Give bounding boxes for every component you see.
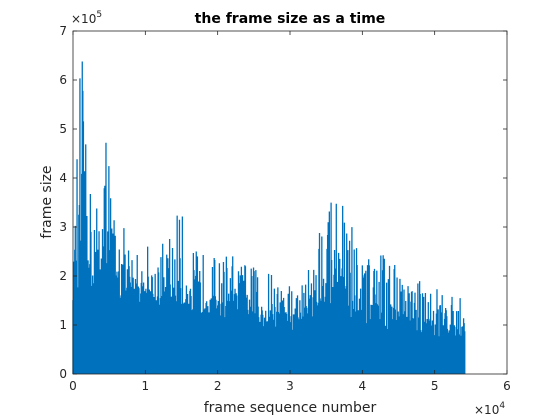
axes-layer: 0 1 2 3 4 5 6 0 1 2 3 4 5 6 7 — [59, 24, 510, 393]
x-tick-label: 3 — [286, 379, 294, 393]
y-axis-exponent: ×105 — [71, 10, 102, 26]
y-axis-label: frame size — [39, 165, 55, 238]
y-tick-label: 2 — [59, 269, 67, 283]
y-tick-label: 5 — [59, 122, 67, 136]
x-axis-exponent: ×104 — [474, 401, 505, 417]
y-tick-label: 3 — [59, 220, 67, 234]
x-tick-label: 5 — [431, 379, 439, 393]
x-tick-label: 1 — [142, 379, 150, 393]
chart-title: the frame size as a time — [195, 11, 386, 27]
frame-size-fill — [73, 295, 466, 374]
y-tick-label: 6 — [59, 73, 67, 87]
x-tick-label: 0 — [69, 379, 77, 393]
y-tick-label: 0 — [59, 367, 67, 381]
x-axis-label: frame sequence number — [204, 400, 377, 416]
x-tick-label: 6 — [503, 379, 511, 393]
y-tick-label: 1 — [59, 318, 67, 332]
x-tick-label: 2 — [214, 379, 222, 393]
x-tick-label: 4 — [359, 379, 367, 393]
y-tick-label: 4 — [59, 171, 67, 185]
y-tick-label: 7 — [59, 24, 67, 38]
